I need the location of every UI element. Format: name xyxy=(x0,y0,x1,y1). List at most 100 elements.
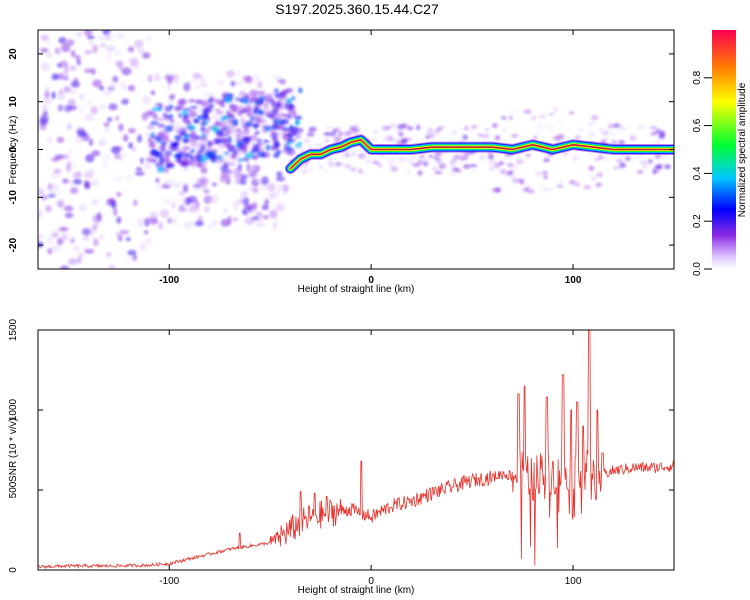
spectrogram-cell xyxy=(115,32,126,39)
spectrogram-cell xyxy=(286,129,295,135)
spectrogram-cell xyxy=(327,161,334,167)
spectrogram-cell xyxy=(664,164,671,170)
spectrogram-cell xyxy=(215,158,225,164)
spectrogram-cell xyxy=(51,73,59,81)
spectrogram-cell xyxy=(85,153,95,163)
spectrogram-cell xyxy=(512,164,520,170)
spectrogram-cell xyxy=(423,161,428,167)
spectrogram-cell xyxy=(181,161,188,168)
spectrogram-cell xyxy=(217,79,226,86)
spectrogram-cell xyxy=(314,142,323,148)
spectrogram-cell xyxy=(86,98,92,108)
spectrogram-cell xyxy=(141,96,151,105)
spectrogram-cell xyxy=(608,123,614,129)
spectrogram-cell xyxy=(127,84,136,92)
spectrogram-cell xyxy=(450,164,456,169)
spectrogram-cell xyxy=(135,166,143,172)
spectrogram-cell xyxy=(97,35,108,41)
spectrogram-cell xyxy=(205,127,211,134)
spectrogram-cell xyxy=(417,159,424,165)
spectrogram-cell xyxy=(559,180,565,184)
spectrogram-cell xyxy=(45,205,53,213)
spectrogram-cell xyxy=(629,135,637,142)
spectrogram-cell xyxy=(539,124,545,131)
spectrogram-cell xyxy=(152,120,158,124)
spectrogram-cell xyxy=(148,157,156,164)
spectrogram-cell xyxy=(184,118,191,125)
spectrogram-cell xyxy=(423,157,429,162)
spectrogram-cell xyxy=(106,251,112,258)
spectrogram-cell xyxy=(189,155,195,161)
spectrogram-cell xyxy=(377,163,383,168)
spectrogram-cell xyxy=(244,217,255,225)
spectrogram-cell xyxy=(650,131,658,136)
spectrogram-cell xyxy=(533,135,538,140)
spectrogram-cell xyxy=(263,103,269,110)
spectrogram-cell xyxy=(535,171,543,177)
spectrogram-cell xyxy=(39,47,49,53)
spectrogram-cell xyxy=(228,93,234,98)
spectrogram-cell xyxy=(170,141,180,148)
spectrogram-cell xyxy=(223,161,230,169)
spectrogram-cell xyxy=(197,139,207,148)
spectrogram-cell xyxy=(214,138,222,145)
spectrogram-cell xyxy=(219,102,226,108)
spectrogram-cell xyxy=(307,144,312,149)
spectrogram-cell xyxy=(484,127,491,132)
spectrogram-cell xyxy=(244,152,254,159)
spectrogram-cell xyxy=(253,218,260,224)
spectrogram-cell xyxy=(96,211,102,221)
spectrogram-cell xyxy=(174,120,181,127)
spectrogram-cell xyxy=(141,52,151,59)
spectrogram-cell xyxy=(119,229,130,235)
spectrogram-cell xyxy=(498,161,505,166)
spectrogram-cell xyxy=(146,35,152,42)
spectrogram-cell xyxy=(230,105,237,113)
spectrogram-cell xyxy=(203,91,212,97)
spectrogram-cell xyxy=(39,114,49,124)
spectrogram-cell xyxy=(223,96,232,103)
spectrogram-cell xyxy=(189,204,200,213)
spectrogram-cell xyxy=(547,112,556,116)
spectrogram-cell xyxy=(86,35,95,40)
spectrogram-cell xyxy=(194,186,199,192)
spectrogram-cell xyxy=(63,64,70,74)
spectrogram-cell xyxy=(200,121,206,128)
spectrogram-cell xyxy=(84,50,92,55)
spectrogram-cell xyxy=(224,151,230,156)
spectrogram-cell xyxy=(604,135,609,141)
spectrogram-cell xyxy=(571,155,579,161)
spectrogram-cell xyxy=(270,131,279,136)
spectrogram-cell xyxy=(281,96,286,100)
spectrogram-cell xyxy=(280,89,289,96)
spectrogram-cell xyxy=(190,148,195,153)
spectrogram-cell xyxy=(116,81,126,87)
spectrogram-cell xyxy=(357,153,364,159)
spectrogram-cell xyxy=(166,218,172,224)
snr-ylabel: SNR (10 * v/v) xyxy=(8,418,19,482)
colorbar-ticks: 0.0 0.2 0.4 0.6 0.8 xyxy=(692,70,712,276)
spectrogram-cell xyxy=(67,98,76,107)
spectrogram-cell xyxy=(200,126,206,133)
spectrogram-cell xyxy=(594,157,600,162)
spectrogram-ylabel: Frequency (Hz) xyxy=(8,116,19,185)
spectrogram-cell xyxy=(179,197,186,205)
spectrogram-cell xyxy=(345,163,353,167)
spectrogram-cell xyxy=(89,180,100,186)
spectrogram-cell xyxy=(170,202,176,209)
spectrogram-cell xyxy=(103,90,113,96)
spectrogram-cell xyxy=(99,85,105,91)
spectrogram-cell xyxy=(211,221,221,226)
spectrogram-cell xyxy=(352,128,360,133)
spectrogram-cell xyxy=(257,110,265,116)
spectrogram-cell xyxy=(636,169,644,175)
spectrogram-cell xyxy=(252,73,262,81)
spectrogram-energy xyxy=(38,30,671,269)
spectrogram-cell xyxy=(161,184,171,189)
spectrogram-cell xyxy=(268,209,278,219)
spectrogram-cell xyxy=(174,182,181,189)
spectrogram-cell xyxy=(88,138,94,147)
spectrogram-cell xyxy=(169,104,174,109)
spectrogram-cell xyxy=(201,133,206,138)
